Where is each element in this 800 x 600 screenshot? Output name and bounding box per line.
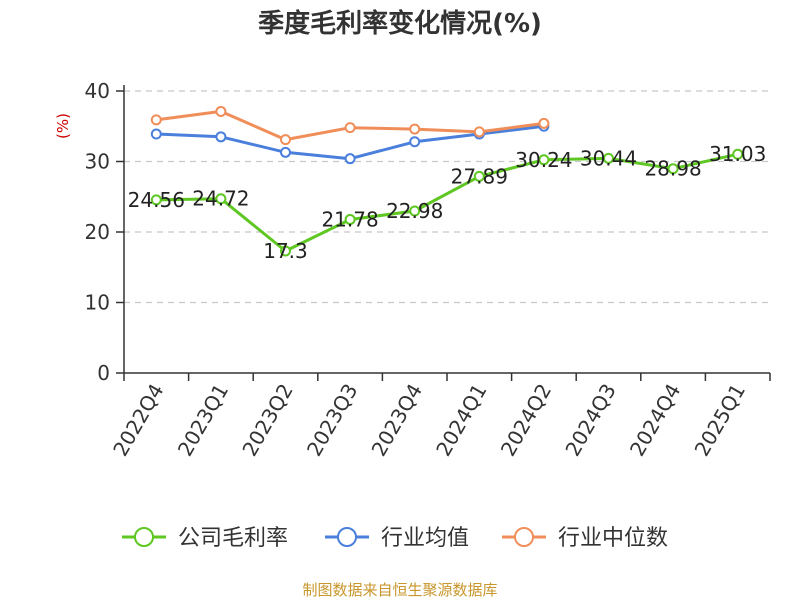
series-line-1 [154,152,740,253]
data-label: 22.98 [386,199,443,223]
data-point [473,170,485,182]
y-axis-unit-label: (%) [54,113,72,139]
data-label: 31.03 [709,142,766,166]
data-label: 24.56 [128,188,185,212]
y-tick-label: 40 [85,79,110,103]
x-tick-label: 2023Q2 [237,380,297,461]
data-point [150,114,162,126]
data-label: 30.44 [580,146,637,170]
x-tick-label: 2024Q1 [431,380,491,461]
x-tick-label: 2024Q3 [560,380,620,461]
data-point [538,117,550,129]
data-point [344,213,356,225]
footer-source: 制图数据来自恒生聚源数据库 [302,581,497,599]
legend-item-1: 公司毛利率 [122,526,288,551]
data-point [280,146,291,158]
data-point [150,194,162,206]
legend-item-3: 行业中位数 [502,526,668,551]
data-label: 28.98 [644,157,701,181]
data-point [215,131,227,143]
x-tick-label: 2023Q4 [367,380,427,461]
data-point [667,163,679,175]
data-point [409,123,421,135]
legend-label: 行业均值 [381,526,469,551]
grid-layer [124,90,770,304]
legend: 公司毛利率 行业均值 行业中位数 [122,526,668,551]
data-label: 30.24 [515,148,572,172]
x-tick-label: 2022Q4 [108,380,168,461]
data-point [409,205,421,217]
legend-marker [337,527,357,547]
data-label: 27.89 [451,164,508,188]
data-label: 17.3 [263,239,308,263]
legend-label: 公司毛利率 [178,526,288,551]
data-label-layer: 24.56 24.72 17.3 21.78 22.98 27.89 30.24 30.44 2… [128,142,767,263]
data-point [732,148,744,160]
data-point [280,134,291,146]
series-layer [150,105,744,257]
y-tick-label: 20 [85,220,110,244]
data-point [215,105,227,117]
data-point [215,193,227,205]
x-tick-label: 2024Q2 [496,380,556,461]
legend-marker [514,527,534,547]
y-tick-label: 30 [85,150,110,174]
legend-label: 行业中位数 [558,526,668,551]
y-tick-label: 10 [85,291,110,315]
x-tick-label: 2023Q1 [173,380,233,461]
data-point [538,154,550,166]
y-tick-label: 0 [97,361,110,385]
x-tick-label: 2023Q3 [302,380,362,461]
data-point [344,153,356,165]
data-point [344,122,356,134]
data-label: 24.72 [192,187,249,211]
legend-marker [134,527,154,547]
legend-item-2: 行业均值 [325,526,469,551]
data-point [409,136,421,148]
x-tick-label: 2024Q4 [625,380,685,461]
data-point [150,128,162,140]
data-point [603,152,614,164]
chart-title: 季度毛利率变化情况(%) [258,8,542,39]
data-point [280,245,291,257]
data-label: 21.78 [321,207,378,231]
x-tick-label: 2025Q1 [690,380,750,461]
data-point [473,126,485,138]
